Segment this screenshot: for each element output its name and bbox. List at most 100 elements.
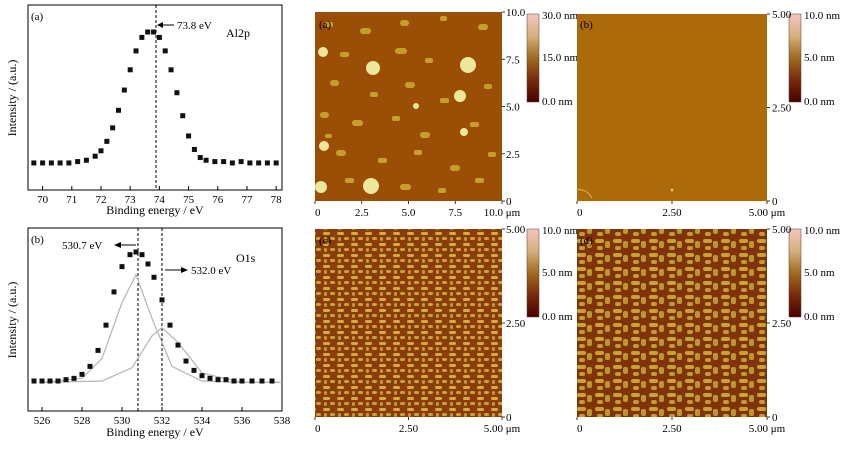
data-point (247, 160, 253, 166)
data-point (39, 378, 45, 384)
x-tick-label: 75 (183, 194, 195, 206)
color-scale-bar (788, 13, 802, 103)
data-point (229, 160, 235, 166)
x-tick-label: 0 (577, 423, 583, 435)
y-tick-label: 10.0 (506, 7, 526, 19)
surface-scratch (575, 189, 593, 199)
data-point (133, 249, 139, 255)
y-axis-label: Intensity / (a.u.) (5, 60, 19, 137)
afm-image (577, 229, 767, 417)
data-point (127, 67, 133, 73)
data-point (168, 67, 174, 73)
data-point (249, 378, 255, 384)
afm-panel-d: (d) 10.0 nm 5.0 nm 0.0 nm 0 2.50 5.00 μm02… (576, 224, 841, 435)
data-point (162, 48, 168, 54)
scale-mid: 15.0 nm (542, 52, 579, 64)
data-markers (31, 29, 279, 166)
x-tick-label: 2.50 (662, 207, 682, 219)
data-point (151, 29, 157, 35)
x-tick-label: 530 (114, 415, 131, 427)
x-tick-label: 0 (315, 423, 321, 435)
x-ticks: 70 71 72 73 74 75 76 77 78 (37, 186, 282, 206)
x-tick-label: 78 (271, 194, 283, 206)
scale-mid: 5.0 nm (804, 52, 835, 64)
data-point (203, 157, 209, 163)
scale-min: 0.0 nm (542, 96, 573, 108)
data-point (221, 159, 227, 165)
data-point (104, 138, 110, 144)
data-point (31, 160, 37, 166)
scale-max: 30.0 nm (542, 10, 579, 22)
data-point (191, 367, 197, 373)
data-point (31, 378, 37, 384)
data-point (63, 377, 69, 383)
data-point (259, 378, 265, 384)
color-scale-bar (526, 228, 540, 318)
y-tick-label: 7.5 (506, 54, 520, 66)
arrow-head (181, 267, 188, 273)
afm-islands (320, 16, 496, 193)
x-tick-label: 77 (241, 194, 253, 206)
x-tick-label: 0 (577, 207, 583, 219)
scale-max: 10.0 nm (804, 225, 841, 237)
data-point (48, 160, 54, 166)
data-point (127, 252, 133, 258)
color-scale-bar (526, 13, 540, 103)
data-point (75, 159, 81, 165)
data-point (256, 160, 262, 166)
y-tick-label: 0 (772, 196, 778, 208)
panel-label: (a) (319, 19, 332, 31)
y-tick-label: 0 (772, 412, 778, 424)
data-point (145, 261, 151, 267)
panel-label: (a) (31, 11, 44, 23)
data-point (231, 378, 237, 384)
scale-mid: 5.0 nm (804, 267, 835, 279)
scale-max: 10.0 nm (804, 10, 841, 22)
x-tick-label: 70 (37, 194, 49, 206)
x-axis-label: Binding energy / eV (106, 203, 204, 217)
xps-panel-a: (a) Al2p 73.8 eV 70 71 72 73 74 75 76 77 78 Bind… (5, 4, 283, 217)
x-tick-label: 5.00 μm (484, 423, 521, 435)
data-point (87, 363, 93, 369)
afm-surface-tone (577, 14, 767, 201)
data-point (55, 378, 61, 384)
afm-image (315, 229, 502, 417)
panel-label: (d) (580, 235, 593, 247)
x-tick-label: 76 (212, 194, 224, 206)
data-point (239, 378, 245, 384)
panel-label: (b) (31, 234, 44, 246)
x-axis-label: Binding energy / eV (106, 425, 204, 439)
scale-min: 0.0 nm (804, 96, 835, 108)
data-point (47, 378, 53, 384)
x-tick-label: 10.0 μm (484, 207, 521, 219)
y-tick-label: 2.50 (772, 103, 792, 115)
arrow-head (157, 22, 163, 28)
data-point (238, 159, 244, 165)
y-axis-label: Intensity / (a.u.) (5, 282, 19, 359)
data-point (66, 160, 72, 166)
data-point (119, 264, 125, 270)
afm-panel-a: (a) 30.0 nm 15.0 nm 0.0 nm 0 2.5 5.0 7.5 10.… (314, 7, 579, 219)
y-tick-label: 5.0 (506, 102, 520, 114)
x-tick-label: 536 (234, 415, 251, 427)
x-tick-label: 71 (66, 194, 77, 206)
data-point (121, 87, 127, 93)
data-point (111, 289, 117, 295)
data-point (212, 159, 218, 165)
x-tick-label: 532 (154, 415, 171, 427)
data-point (151, 274, 157, 280)
scale-max: 10.0 nm (542, 225, 579, 237)
peak-annotation-1: 530.7 eV (62, 240, 102, 252)
x-tick-label: 528 (74, 415, 91, 427)
data-point (133, 48, 139, 54)
arrow-head (114, 242, 121, 248)
data-point (95, 347, 101, 353)
data-point (79, 371, 85, 377)
peak-annotation-2: 532.0 eV (191, 265, 231, 277)
afm-image (315, 12, 502, 201)
scale-mid: 5.0 nm (542, 267, 573, 279)
